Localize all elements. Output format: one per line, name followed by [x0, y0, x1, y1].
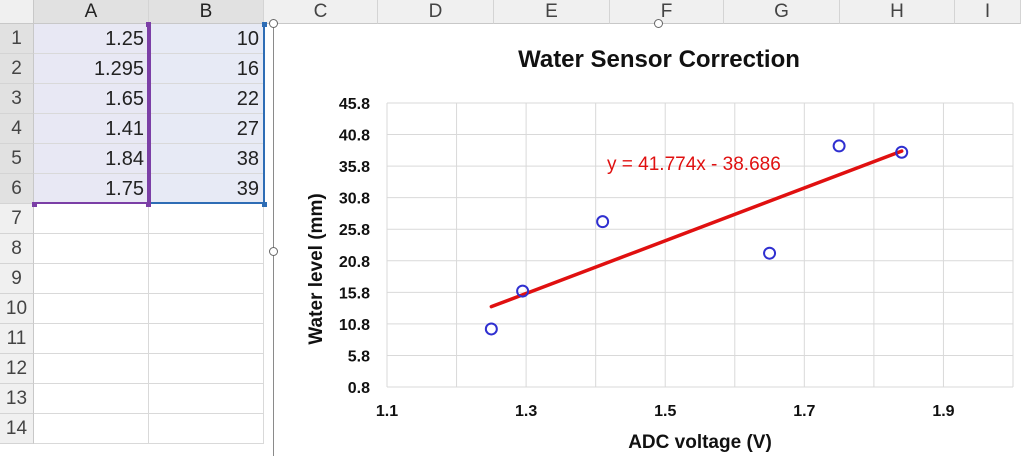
chart-resize-handle-top-mid[interactable] [654, 19, 663, 28]
cell-b14[interactable] [149, 414, 264, 444]
column-header-h[interactable]: H [840, 0, 955, 24]
cell-a2[interactable]: 1.295 [34, 54, 149, 84]
data-points [484, 139, 909, 336]
cell-b7[interactable] [149, 204, 264, 234]
column-header-b[interactable]: B [149, 0, 264, 24]
column-header-g[interactable]: G [724, 0, 840, 24]
column-header-e[interactable]: E [494, 0, 610, 24]
axes: 0.8 5.8 10.8 15.8 20.8 25.8 30.8 35.8 40.8 45.8 1.… [339, 96, 955, 420]
data-point [763, 246, 777, 260]
y-tick-label: 10.8 [339, 317, 370, 334]
row-header-11[interactable]: 11 [0, 324, 34, 354]
row-header-13[interactable]: 13 [0, 384, 34, 414]
y-tick-label: 40.8 [339, 128, 370, 145]
cell-b9[interactable] [149, 264, 264, 294]
x-tick-label: 1.5 [654, 403, 676, 420]
row-header-4[interactable]: 4 [0, 114, 34, 144]
cell-a6[interactable]: 1.75 [34, 174, 149, 204]
column-header-i[interactable]: I [955, 0, 1021, 24]
chart-title: Water Sensor Correction [518, 46, 800, 73]
chart-object[interactable]: Water Sensor Correction 0.8 5.8 10.8 15.8 20… [273, 24, 1021, 456]
cell-a4[interactable]: 1.41 [34, 114, 149, 144]
y-tick-label: 15.8 [339, 285, 370, 302]
cell-a5[interactable]: 1.84 [34, 144, 149, 174]
cell-b10[interactable] [149, 294, 264, 324]
cell-a1[interactable]: 1.25 [34, 24, 149, 54]
y-tick-label: 45.8 [339, 96, 370, 113]
row-header-1[interactable]: 1 [0, 24, 34, 54]
data-point [596, 215, 610, 229]
column-header-a[interactable]: A [34, 0, 149, 24]
cell-b5[interactable]: 38 [149, 144, 264, 174]
data-point [484, 322, 498, 336]
column-header-c[interactable]: C [264, 0, 378, 24]
range-corner-handle-4[interactable] [262, 22, 267, 27]
y-tick-label: 0.8 [348, 380, 370, 397]
cell-a12[interactable] [34, 354, 149, 384]
row-header-7[interactable]: 7 [0, 204, 34, 234]
cell-b1[interactable]: 10 [149, 24, 264, 54]
trendline-layer [489, 149, 904, 309]
cell-b2[interactable]: 16 [149, 54, 264, 84]
row-header-3[interactable]: 3 [0, 84, 34, 114]
cell-a14[interactable] [34, 414, 149, 444]
cell-b11[interactable] [149, 324, 264, 354]
row-header-5[interactable]: 5 [0, 144, 34, 174]
range-corner-handle-1[interactable] [146, 202, 151, 207]
cell-a10[interactable] [34, 294, 149, 324]
x-tick-label: 1.9 [932, 403, 954, 420]
range-corner-handle-0[interactable] [32, 202, 37, 207]
range-corner-handle-3[interactable] [146, 22, 151, 27]
cell-a7[interactable] [34, 204, 149, 234]
x-tick-label: 1.7 [793, 403, 815, 420]
y-tick-label: 35.8 [339, 159, 370, 176]
row-header-12[interactable]: 12 [0, 354, 34, 384]
cell-a13[interactable] [34, 384, 149, 414]
trendline-equation: y = 41.774x - 38.686 [607, 154, 781, 175]
row-header-8[interactable]: 8 [0, 234, 34, 264]
row-header-2[interactable]: 2 [0, 54, 34, 84]
y-tick-label: 5.8 [348, 348, 370, 365]
column-header-d[interactable]: D [378, 0, 494, 24]
range-highlight-b [149, 24, 265, 204]
chart-resize-handle-top[interactable] [269, 19, 278, 28]
data-point [895, 145, 909, 159]
x-tick-label: 1.1 [376, 403, 398, 420]
scatter-chart: Water Sensor Correction 0.8 5.8 10.8 15.8 20… [306, 46, 1014, 453]
cell-a8[interactable] [34, 234, 149, 264]
data-point [516, 284, 530, 298]
row-header-10[interactable]: 10 [0, 294, 34, 324]
row-header-9[interactable]: 9 [0, 264, 34, 294]
chart-resize-handle-left[interactable] [269, 247, 278, 256]
y-axis-title: Water level (mm) [306, 193, 327, 344]
y-tick-label: 30.8 [339, 191, 370, 208]
row-header-14[interactable]: 14 [0, 414, 34, 444]
range-highlight-a [34, 24, 149, 204]
cell-b6[interactable]: 39 [149, 174, 264, 204]
cell-b8[interactable] [149, 234, 264, 264]
gridlines [386, 102, 1014, 388]
data-point [832, 139, 846, 153]
trendline [489, 149, 904, 309]
x-axis-title: ADC voltage (V) [628, 432, 772, 453]
column-header-f[interactable]: F [610, 0, 724, 24]
range-corner-handle-2[interactable] [262, 202, 267, 207]
row-header-6[interactable]: 6 [0, 174, 34, 204]
cell-a9[interactable] [34, 264, 149, 294]
y-tick-label: 20.8 [339, 254, 370, 271]
cell-b12[interactable] [149, 354, 264, 384]
cell-a11[interactable] [34, 324, 149, 354]
y-tick-label: 25.8 [339, 222, 370, 239]
select-all-corner[interactable] [0, 0, 34, 24]
cell-b13[interactable] [149, 384, 264, 414]
x-tick-label: 1.3 [515, 403, 537, 420]
